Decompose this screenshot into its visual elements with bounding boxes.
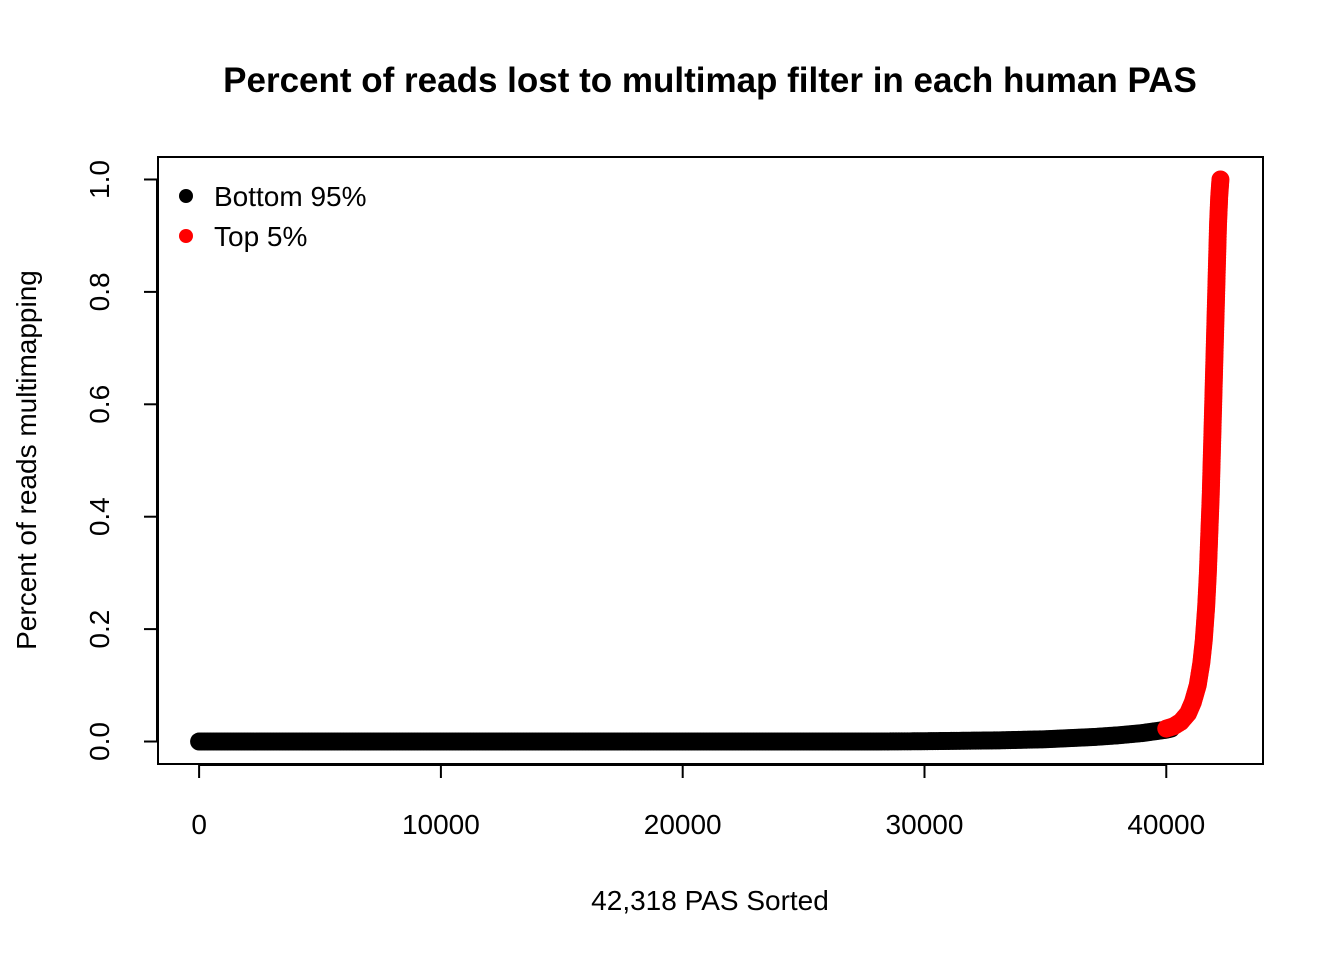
legend: Bottom 95% Top 5% — [179, 181, 367, 252]
legend-item: Top 5% — [179, 221, 307, 252]
legend-item: Bottom 95% — [179, 181, 367, 212]
x-axis-label: 42,318 PAS Sorted — [591, 885, 829, 916]
y-tick-label: 0.4 — [84, 497, 115, 536]
plot-frame — [157, 156, 1264, 765]
chart-title: Percent of reads lost to multimap filter… — [223, 61, 1197, 100]
x-tick-label: 20000 — [644, 809, 722, 840]
x-axis: 0 10000 20000 30000 40000 — [191, 764, 1205, 840]
x-tick-label: 30000 — [886, 809, 964, 840]
y-axis: 0.0 0.2 0.4 0.6 0.8 1.0 — [84, 160, 158, 761]
data-points — [190, 170, 1230, 751]
legend-marker — [179, 229, 193, 243]
legend-label: Bottom 95% — [214, 181, 367, 212]
x-tick-label: 0 — [191, 809, 207, 840]
y-tick-label: 0.0 — [84, 722, 115, 761]
x-tick-label: 40000 — [1127, 809, 1205, 840]
data-point — [1211, 170, 1230, 189]
x-tick-label: 10000 — [402, 809, 480, 840]
legend-label: Top 5% — [214, 221, 307, 252]
y-axis-label: Percent of reads multimapping — [11, 270, 42, 650]
y-tick-label: 0.8 — [84, 272, 115, 311]
series-1 — [1157, 170, 1230, 738]
y-tick-label: 0.2 — [84, 610, 115, 649]
legend-marker — [179, 189, 193, 203]
y-tick-label: 1.0 — [84, 160, 115, 199]
y-tick-label: 0.6 — [84, 385, 115, 424]
series-0 — [190, 719, 1181, 751]
